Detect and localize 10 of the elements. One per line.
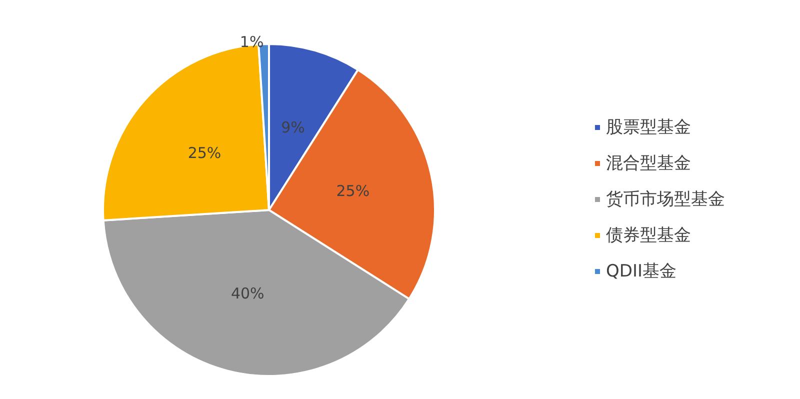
data-label: 1% xyxy=(240,33,264,52)
data-label: 25% xyxy=(336,182,370,200)
data-label: 9% xyxy=(281,118,305,136)
legend-label: 混合型基金 xyxy=(606,154,691,174)
legend-label: QDII基金 xyxy=(606,262,676,282)
legend-label: 股票型基金 xyxy=(606,118,691,138)
legend-label: 债券型基金 xyxy=(606,226,691,246)
legend-label: 货币市场型基金 xyxy=(606,190,725,210)
data-label: 25% xyxy=(188,144,222,162)
data-label: 40% xyxy=(230,284,264,302)
